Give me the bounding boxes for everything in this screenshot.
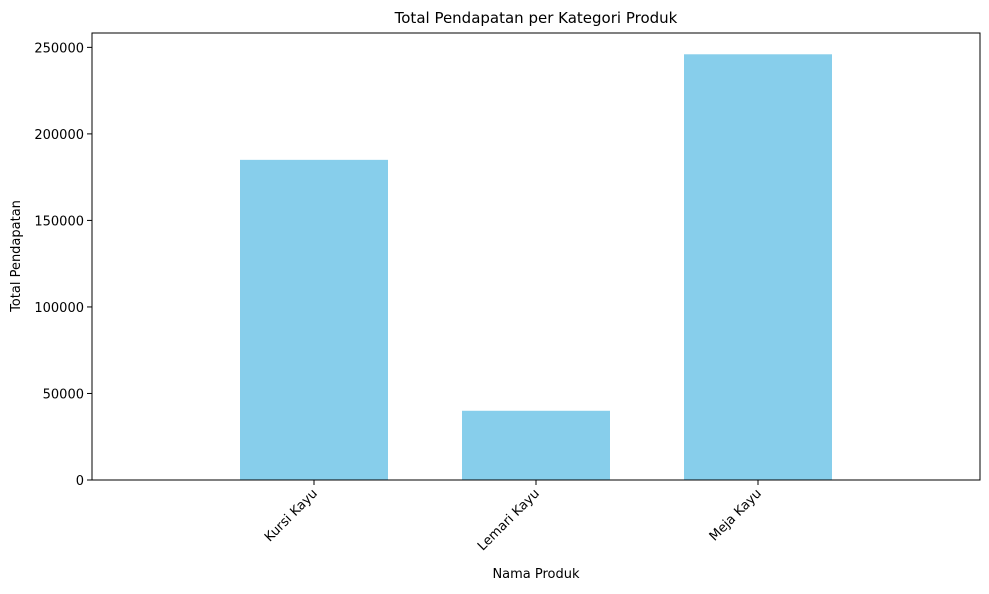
y-tick-label: 100000 [34, 301, 84, 316]
x-tick-label: Kursi Kayu [262, 486, 321, 545]
bar-meja-kayu [684, 54, 832, 481]
y-tick-label: 150000 [34, 214, 84, 229]
chart-title: Total Pendapatan per Kategori Produk [394, 9, 678, 27]
x-tick-label: Meja Kayu [707, 486, 765, 544]
plot-frame [91, 32, 981, 481]
bars-group [240, 54, 832, 481]
y-axis-label: Total Pendapatan [9, 200, 24, 313]
y-tick-label: 200000 [34, 128, 84, 143]
bar-lemari-kayu [462, 410, 610, 480]
y-tick-label: 50000 [43, 387, 84, 402]
bar-kursi-kayu [240, 159, 388, 481]
x-tick-label: Lemari Kayu [475, 486, 543, 554]
y-axis-ticks: 0 50000 100000 150000 200000 250000 [34, 41, 92, 489]
x-axis-label: Nama Produk [492, 567, 580, 582]
x-axis-ticks: Kursi Kayu Lemari Kayu Meja Kayu [262, 480, 765, 554]
y-tick-label: 250000 [34, 41, 84, 56]
y-tick-label: 0 [76, 474, 84, 489]
